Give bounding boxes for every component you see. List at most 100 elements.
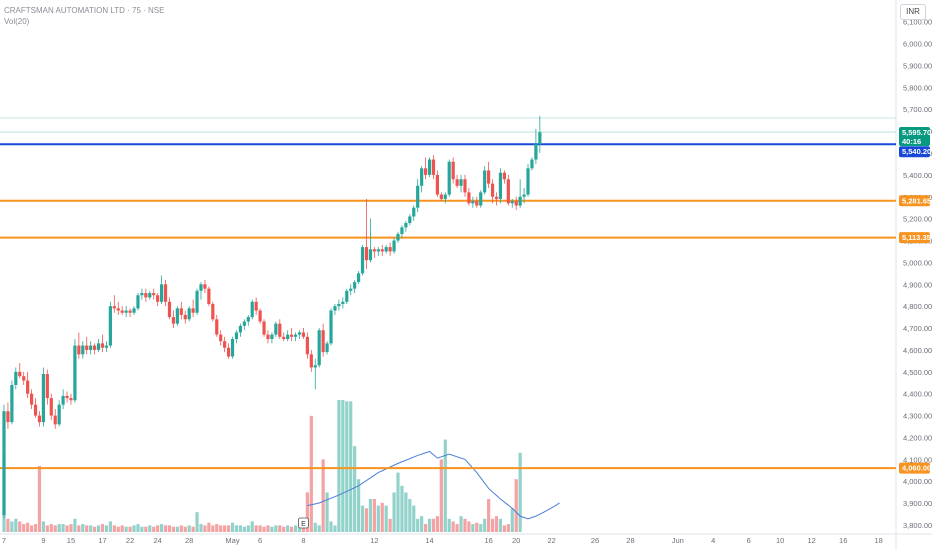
time-axis[interactable]: 7 9 15 17 22 24 28 May 6 8 12 14 16 20 22 26 28 Jun 4 6 10 12… [2,536,883,545]
candle-body [404,223,407,227]
volume-bar [46,525,49,532]
volume-bar [266,525,269,532]
volume-bar [132,525,135,532]
candle-body [168,302,171,317]
volume-bar [58,524,61,532]
candle-body [353,282,356,289]
candle-body [373,249,376,251]
volume-bar [349,401,352,532]
volume-bar [227,525,230,532]
candle-body [180,308,183,315]
x-tick-label: 12 [370,536,378,545]
candle-body [148,293,151,297]
currency-button[interactable]: INR [900,4,926,20]
candle-body [6,411,9,422]
x-tick-label: 8 [301,536,305,545]
x-tick-label: 14 [425,536,433,545]
volume-bar [325,492,328,532]
y-tick-label: 5,700.00 [903,105,932,114]
candle-body [89,346,92,350]
candle-body [274,324,277,335]
x-tick-label: May [225,536,239,545]
candle-body [132,308,135,312]
x-tick-label: 17 [98,536,106,545]
candle-body [199,284,202,291]
y-tick-label: 4,600.00 [903,346,932,355]
candle-body [396,234,399,241]
x-tick-label: 6 [258,536,262,545]
price-axis[interactable]: 3,800.00 3,900.00 4,000.00 4,100.00 4,200.00… [903,18,932,530]
candle-body [77,346,80,355]
volume-bar [408,499,411,532]
candle-body [306,337,309,355]
y-tick-label: 3,800.00 [903,521,932,530]
volume-bar [278,525,281,532]
candle-body [58,405,61,425]
volume-bar [77,525,80,532]
volume-bar [286,525,289,532]
candle-body [294,335,297,337]
volume-bar [42,521,45,532]
candle-body [97,343,100,350]
volume-bar [259,525,262,532]
candle-body [385,247,388,251]
volume-bar [440,459,443,532]
volume-bar [322,459,325,532]
volume-bar [337,400,340,532]
x-tick-label: 16 [839,536,847,545]
volume-bar [136,524,139,532]
volume-bar [444,440,447,532]
y-tick-label: 4,800.00 [903,302,932,311]
candle-body [432,160,435,175]
volume-bar [243,527,246,532]
volume-bar [314,523,317,532]
symbol-title[interactable]: CRAFTSMAN AUTOMATION LTD · 75 · NSE [4,6,164,15]
candle-body [499,173,502,199]
volume-bar [341,400,344,532]
x-tick-label: 10 [776,536,784,545]
volume-indicator-label[interactable]: Vol(20) [4,17,29,26]
volume-bar [487,499,490,532]
candle-body [491,184,494,197]
volume-bar [38,466,41,532]
candle-body [369,249,372,260]
candle-body [314,365,317,367]
candle-body [322,330,325,352]
volume-bar [495,516,498,532]
volume-bar [125,527,128,532]
x-tick-label: 4 [711,536,715,545]
volume-bar [270,527,273,532]
x-tick-label: 28 [626,536,634,545]
candle-body [487,170,490,183]
volume-bar [73,519,76,532]
candle-body [105,346,108,348]
volume-bar [85,525,88,532]
support-badge-text: 5,281.65 [902,196,931,205]
candle-body [109,306,112,345]
candle-body [282,337,285,339]
volume-bar [392,492,395,532]
candle-body [42,374,45,422]
volume-bar [113,525,116,532]
candle-body [207,289,210,304]
candle-body [511,201,514,203]
volume-bars: E [2,400,521,532]
candle-body [156,295,159,302]
candle-body [357,273,360,282]
candle-body [10,385,13,422]
candle-body [188,308,191,319]
y-tick-label: 5,000.00 [903,258,932,267]
candle-body [101,343,104,347]
volume-bar [424,524,427,532]
candle-body [456,179,459,186]
x-tick-label: 12 [808,536,816,545]
candle-body [34,405,37,416]
candle-body [160,284,163,302]
candle-body [329,311,332,344]
candle-body [483,170,486,192]
volume-bar [140,527,143,532]
volume-bar [479,524,482,532]
candle-body [140,293,143,295]
volume-bar [215,524,218,532]
